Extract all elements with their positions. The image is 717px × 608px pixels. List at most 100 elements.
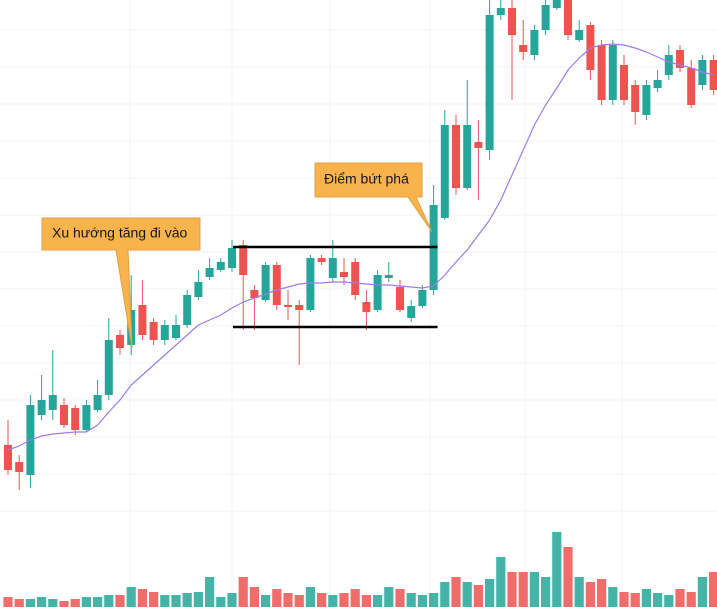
volume-bar <box>485 579 495 607</box>
candle-body <box>172 325 180 338</box>
candle-body <box>160 325 169 340</box>
annotations: Xu hướng tăng đi vào Điểm bứt phá <box>41 162 433 349</box>
volume-bar <box>440 582 450 607</box>
volume-bar <box>518 572 528 607</box>
candle-body <box>272 265 281 305</box>
candle-body <box>687 68 696 105</box>
volume-bar <box>574 577 584 607</box>
volume-bar <box>126 587 136 607</box>
candle-body <box>664 55 673 75</box>
volume-bar <box>619 592 629 607</box>
candle-body <box>284 305 292 307</box>
volume-bar <box>25 599 35 607</box>
volume-bar <box>686 592 696 607</box>
volume-bar <box>59 601 69 607</box>
candle-body <box>317 258 326 262</box>
candle-body <box>541 5 550 30</box>
volume-bar <box>339 593 349 607</box>
volume-bar <box>462 582 472 607</box>
plot-area <box>3 0 717 607</box>
volume-bar <box>305 587 315 607</box>
candle-body <box>48 395 57 410</box>
volume-bar <box>3 597 13 607</box>
candle-body <box>530 30 539 55</box>
volume-bar <box>104 595 114 607</box>
volume-bar <box>417 595 427 607</box>
volume-bar <box>249 587 259 607</box>
volume-bar <box>294 595 304 607</box>
candle-body <box>485 15 494 150</box>
volume-bar <box>529 572 539 607</box>
volume-bar <box>597 579 607 607</box>
candle-body <box>37 400 46 415</box>
volume-bar <box>552 532 562 607</box>
candle-body <box>4 445 12 470</box>
volume-bar <box>317 593 327 607</box>
candle-body <box>93 395 102 410</box>
volume-bar <box>395 589 405 607</box>
annotation-text: Xu hướng tăng đi vào <box>52 225 188 241</box>
candle-body <box>373 275 382 310</box>
candle-body <box>261 265 270 300</box>
volume-bar <box>507 572 517 607</box>
annotation-box <box>314 162 433 233</box>
volume-bar <box>697 577 707 607</box>
volume-bar <box>473 585 483 607</box>
volume-bar <box>406 593 416 607</box>
candle-body <box>642 85 651 115</box>
candle-body <box>183 295 192 325</box>
volume-bar <box>451 577 461 607</box>
volume-bar <box>653 593 663 607</box>
candle-body <box>138 305 147 335</box>
volume-bar <box>137 589 147 607</box>
volume-bar <box>182 593 192 607</box>
volume-bar <box>261 595 271 607</box>
volume-bar <box>238 577 248 607</box>
candle-body <box>418 290 427 306</box>
candle-body <box>205 268 214 277</box>
volume-bar <box>384 587 394 607</box>
volume-bar <box>283 593 293 607</box>
annotation-box <box>41 217 201 349</box>
candle-body <box>250 290 259 298</box>
volume-bar <box>81 597 91 607</box>
candle-body <box>216 262 225 270</box>
volume-bar <box>328 595 338 607</box>
volume-bar <box>216 597 226 607</box>
volume-bar <box>48 599 58 607</box>
candle-body <box>676 50 684 68</box>
candle-body <box>295 305 304 310</box>
volume-bar <box>641 589 651 607</box>
candle-body <box>328 258 337 278</box>
candle-body <box>452 125 460 188</box>
volume-bar <box>115 595 125 607</box>
volume-bar <box>93 597 103 607</box>
volume-bar <box>608 587 618 607</box>
candle-body <box>71 408 80 430</box>
volume-bar <box>70 599 80 607</box>
volume-bar <box>205 577 215 607</box>
candle-body <box>440 125 449 218</box>
volume-bar <box>373 595 383 607</box>
volume-bar <box>272 589 282 607</box>
candle-body <box>396 287 404 310</box>
volume-bar <box>496 557 506 607</box>
candle-body <box>474 142 483 148</box>
candle-body <box>239 245 248 275</box>
volume-bar <box>664 595 674 607</box>
annotation-text: Điểm bứt phá <box>324 171 409 187</box>
candle-body <box>564 0 572 35</box>
volume-bar <box>350 589 360 607</box>
moving-average <box>7 43 714 451</box>
volume-bar <box>227 593 237 607</box>
candle-body <box>340 272 348 277</box>
candle-body <box>508 8 516 35</box>
candle-body <box>228 248 236 268</box>
candle-body <box>15 462 24 472</box>
candle-body <box>608 45 617 100</box>
volume-bar <box>585 582 595 607</box>
volume-bar <box>429 593 439 607</box>
candle-body <box>519 45 528 52</box>
volume-bar <box>171 595 181 607</box>
